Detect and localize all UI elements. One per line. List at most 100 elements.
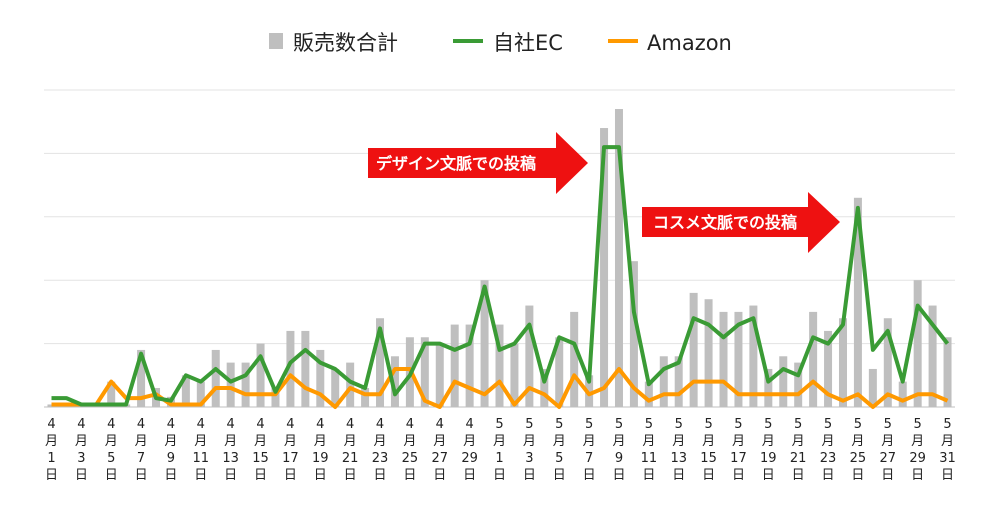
x-tick-part: 23	[820, 451, 837, 466]
legend-bar-swatch	[269, 33, 283, 49]
bar-33	[525, 305, 534, 407]
bar-46	[719, 311, 728, 407]
x-tick-part: 月	[75, 434, 88, 449]
bar-27	[435, 343, 444, 407]
x-tick-part: 月	[314, 434, 327, 449]
x-tick-part: 月	[612, 434, 625, 449]
bar-23	[376, 318, 385, 407]
x-tick-label: 5 月 3 日	[523, 417, 536, 483]
bar-43	[674, 356, 683, 407]
bar-41	[644, 381, 653, 407]
x-tick-part: 月	[672, 434, 685, 449]
x-axis-ticks: 4月1日4月3日4月5日4月7日4月9日4月11日4月13日4月15日4月17日…	[45, 417, 956, 483]
x-tick-part: 31	[939, 451, 956, 466]
x-tick-part: 9	[167, 451, 175, 466]
bar-49	[764, 368, 773, 407]
bar-59	[913, 280, 922, 407]
x-tick-label: 5 月 13 日	[670, 417, 687, 483]
x-tick-label: 4 月 1 日	[45, 417, 58, 483]
x-tick-label: 5 月 31 日	[939, 417, 956, 483]
x-tick-label: 5 月 11 日	[641, 417, 658, 483]
annotation-design-text: デザイン文脈での投稿	[376, 154, 536, 173]
bar-38	[600, 128, 609, 408]
x-tick-part: 月	[45, 434, 58, 449]
x-tick-part: 日	[762, 468, 775, 483]
bar-20	[331, 368, 340, 407]
bar-10	[181, 375, 190, 407]
x-tick-part: 月	[851, 434, 864, 449]
x-tick-part: 月	[463, 434, 476, 449]
x-tick-part: 日	[224, 468, 237, 483]
bar-21	[346, 362, 355, 407]
x-tick-label: 4 月 27 日	[431, 417, 448, 483]
x-tick-part: 月	[164, 434, 177, 449]
x-tick-part: 月	[822, 434, 835, 449]
x-tick-part: 月	[911, 434, 924, 449]
x-tick-part: 月	[583, 434, 596, 449]
x-tick-part: 25	[402, 451, 419, 466]
bar-7	[137, 349, 146, 407]
x-tick-part: 15	[252, 451, 269, 466]
x-tick-part: 4	[406, 417, 414, 432]
bar-29	[465, 324, 474, 407]
x-tick-part: 日	[164, 468, 177, 483]
x-tick-part: 5	[943, 417, 951, 432]
x-tick-part: 5	[914, 417, 922, 432]
x-tick-label: 5 月 17 日	[730, 417, 747, 483]
x-tick-part: 5	[555, 417, 563, 432]
x-tick-part: 日	[612, 468, 625, 483]
x-tick-part: 月	[553, 434, 566, 449]
x-tick-label: 4 月 23 日	[372, 417, 389, 483]
x-tick-label: 5 月 29 日	[909, 417, 926, 483]
x-tick-part: 27	[880, 451, 897, 466]
x-tick-part: 5	[734, 417, 742, 432]
x-tick-part: 5	[615, 417, 623, 432]
x-tick-label: 4 月 29 日	[461, 417, 478, 483]
annotation-cosme-arrow: コスメ文脈での投稿	[642, 192, 840, 253]
bar-53	[824, 330, 833, 407]
x-tick-part: 月	[254, 434, 267, 449]
bar-1	[47, 404, 56, 407]
x-tick-part: 29	[461, 451, 478, 466]
x-tick-part: 日	[45, 468, 58, 483]
x-tick-part: 15	[700, 451, 717, 466]
x-tick-part: 日	[553, 468, 566, 483]
legend-ec-label: 自社EC	[493, 31, 563, 55]
bar-39	[614, 109, 623, 408]
x-tick-part: 5	[107, 451, 115, 466]
x-tick-label: 4 月 9 日	[164, 417, 177, 483]
x-tick-part: 日	[75, 468, 88, 483]
x-tick-part: 日	[433, 468, 446, 483]
x-tick-part: 日	[254, 468, 267, 483]
x-tick-label: 4 月 25 日	[402, 417, 419, 483]
x-tick-label: 4 月 7 日	[135, 417, 148, 483]
line-series	[51, 145, 950, 409]
x-tick-label: 4 月 11 日	[193, 417, 210, 483]
x-tick-label: 4 月 17 日	[282, 417, 299, 483]
x-tick-label: 4 月 15 日	[252, 417, 269, 483]
x-tick-part: 4	[227, 417, 235, 432]
x-tick-part: 日	[911, 468, 924, 483]
bar-24	[390, 356, 399, 407]
x-tick-part: 4	[77, 417, 85, 432]
bar-45	[704, 299, 713, 407]
annotation-cosme-text: コスメ文脈での投稿	[653, 213, 797, 232]
x-tick-label: 4 月 21 日	[342, 417, 359, 483]
x-tick-part: 日	[941, 468, 954, 483]
x-tick-part: 日	[583, 468, 596, 483]
x-tick-part: 日	[702, 468, 715, 483]
x-tick-part: 4	[137, 417, 145, 432]
x-tick-part: 日	[284, 468, 297, 483]
x-tick-part: 月	[135, 434, 148, 449]
x-tick-part: 日	[851, 468, 864, 483]
bar-11	[196, 381, 205, 407]
x-tick-label: 5 月 27 日	[880, 417, 897, 483]
bar-58	[898, 381, 907, 407]
x-tick-part: 日	[822, 468, 835, 483]
bar-28	[450, 324, 459, 407]
bar-19	[316, 349, 325, 407]
x-tick-part: 日	[344, 468, 357, 483]
x-tick-part: 27	[431, 451, 448, 466]
x-tick-part: 21	[342, 451, 359, 466]
